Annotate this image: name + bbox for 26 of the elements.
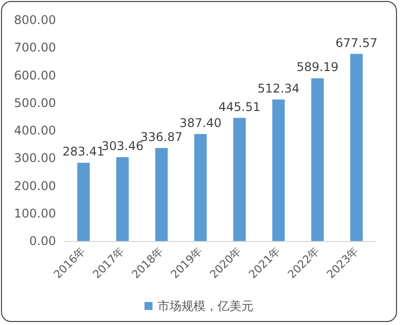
y-tick-label: 700.00	[14, 40, 56, 55]
data-label: 512.34	[258, 81, 300, 96]
bar	[194, 134, 207, 241]
y-tick-label: 300.00	[14, 151, 56, 166]
bar	[350, 54, 363, 241]
data-label: 336.87	[140, 130, 182, 144]
y-tick-label: 100.00	[14, 206, 56, 220]
data-label: 677.57	[336, 36, 378, 50]
data-label: 283.41	[62, 144, 104, 159]
y-tick-label: 0.00	[29, 234, 56, 248]
data-label: 387.40	[180, 116, 222, 130]
bar	[272, 99, 285, 241]
bar	[116, 157, 129, 241]
y-tick-label: 600.00	[14, 68, 56, 82]
y-tick-label: 200.00	[14, 178, 56, 193]
y-tick-label: 800.00	[14, 13, 56, 27]
data-label: 303.46	[102, 139, 144, 154]
y-tick-label: 400.00	[14, 124, 56, 138]
bar	[233, 118, 246, 241]
data-label: 445.51	[218, 100, 260, 114]
bar	[311, 78, 324, 241]
data-label: 589.19	[296, 60, 338, 74]
legend-label: 市场规模，亿美元	[158, 299, 254, 313]
y-tick-label: 500.00	[14, 96, 56, 110]
bar	[155, 148, 168, 241]
bar	[77, 162, 90, 241]
